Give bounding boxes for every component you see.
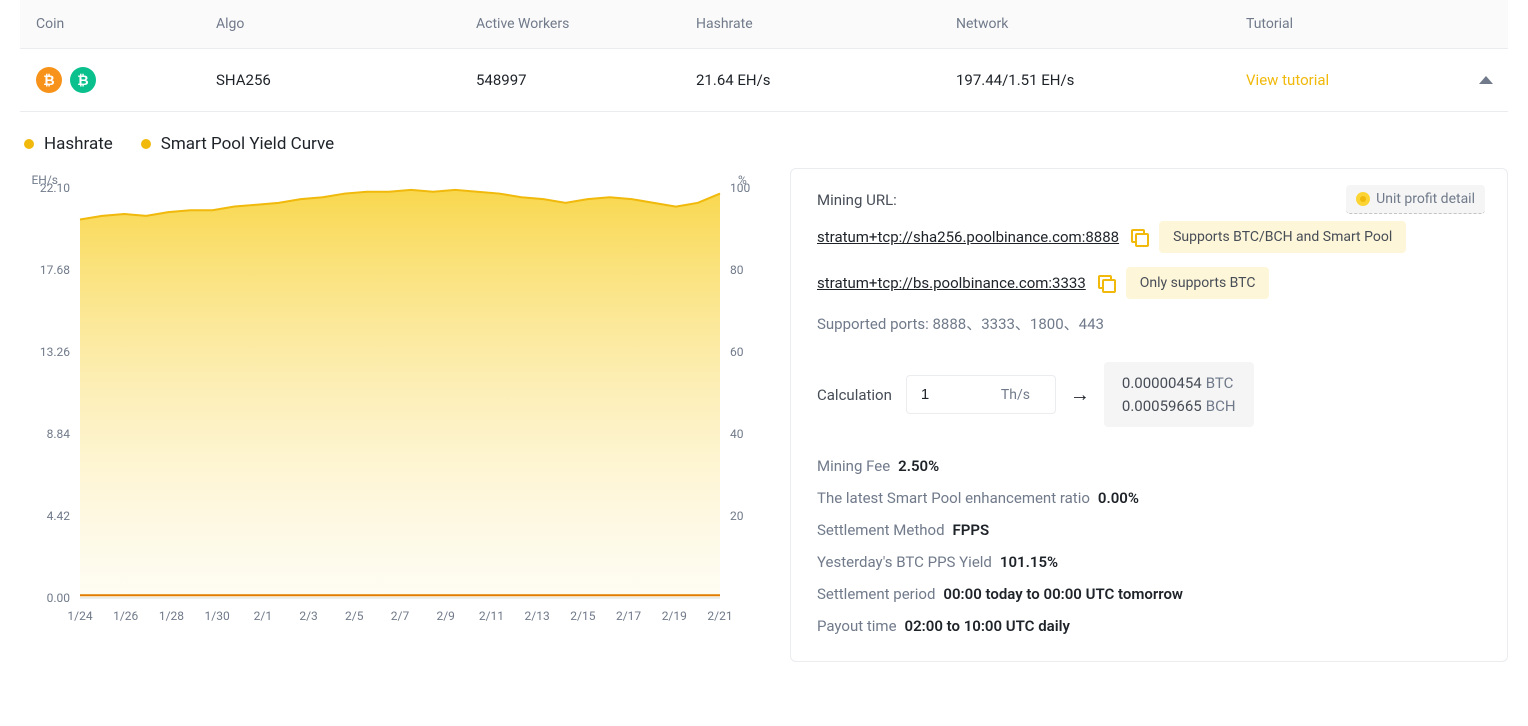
calc-bch-val: 0.00059665	[1122, 397, 1202, 415]
svg-text:2/9: 2/9	[436, 609, 454, 623]
calc-btc-val: 0.00000454	[1122, 374, 1202, 392]
view-tutorial-link[interactable]: View tutorial	[1246, 71, 1466, 89]
cell-hashrate: 21.64 EH/s	[696, 71, 956, 89]
legend-hashrate-dot-icon	[24, 139, 34, 149]
th-network: Network	[956, 16, 1246, 32]
kv-enh-val: 0.00%	[1098, 489, 1139, 507]
unit-profit-label: Unit profit detail	[1376, 191, 1475, 207]
unit-profit-detail-button[interactable]: Unit profit detail	[1346, 185, 1485, 214]
svg-text:20: 20	[730, 509, 744, 523]
stratum-url-0[interactable]: stratum+tcp://sha256.poolbinance.com:888…	[817, 228, 1119, 246]
kv-settle-period: Settlement period 00:00 today to 00:00 UT…	[817, 585, 1481, 603]
svg-text:2/5: 2/5	[345, 609, 364, 623]
svg-text:2/13: 2/13	[525, 609, 550, 623]
pool-details-panel: Unit profit detail Mining URL: stratum+t…	[790, 168, 1508, 662]
calc-btc-ccy: BTC	[1206, 374, 1234, 392]
svg-text:13.26: 13.26	[40, 345, 70, 359]
svg-text:2/15: 2/15	[570, 609, 595, 623]
url-pill-0: Supports BTC/BCH and Smart Pool	[1159, 221, 1406, 253]
th-coin: Coin	[36, 16, 216, 32]
svg-text:2/3: 2/3	[299, 609, 317, 623]
svg-text:2/21: 2/21	[707, 609, 732, 623]
cell-network: 197.44/1.51 EH/s	[956, 71, 1246, 89]
btc-icon: ₿	[36, 67, 62, 93]
cell-active-workers: 548997	[476, 71, 696, 89]
kv-pps-yield: Yesterday's BTC PPS Yield 101.15%	[817, 553, 1481, 571]
legend-smart-pool-label: Smart Pool Yield Curve	[161, 134, 334, 154]
svg-text:22.10: 22.10	[40, 181, 70, 195]
kv-settle-method: Settlement Method FPPS	[817, 521, 1481, 539]
calculation-unit: Th/s	[1001, 387, 1030, 403]
svg-text:60: 60	[730, 345, 744, 359]
cell-algo: SHA256	[216, 71, 476, 89]
kv-settle-period-val: 00:00 today to 00:00 UTC tomorrow	[943, 585, 1183, 603]
kv-settle-method-label: Settlement Method	[817, 521, 945, 539]
legend-hashrate-label: Hashrate	[44, 134, 113, 154]
chart-legend: Hashrate Smart Pool Yield Curve	[20, 112, 1508, 168]
svg-text:1/30: 1/30	[205, 609, 230, 623]
kv-settle-method-val: FPPS	[953, 521, 990, 539]
pool-table-row[interactable]: ₿ ₿ SHA256 548997 21.64 EH/s 197.44/1.51…	[20, 48, 1508, 112]
arrow-right-icon: →	[1070, 382, 1090, 407]
calculation-label: Calculation	[817, 386, 892, 404]
kv-mining-fee: Mining Fee 2.50%	[817, 457, 1481, 475]
legend-smart-pool-dot-icon	[141, 139, 151, 149]
calculation-input[interactable]	[921, 386, 991, 403]
mining-url-row-0: stratum+tcp://sha256.poolbinance.com:888…	[817, 221, 1481, 253]
svg-text:2/7: 2/7	[391, 609, 410, 623]
svg-text:17.68: 17.68	[40, 263, 70, 277]
svg-text:2/17: 2/17	[616, 609, 641, 623]
svg-text:0.00: 0.00	[47, 591, 71, 605]
svg-text:2/1: 2/1	[254, 609, 272, 623]
kv-payout-label: Payout time	[817, 617, 897, 635]
details-kv-list: Mining Fee 2.50% The latest Smart Pool en…	[817, 457, 1481, 635]
legend-hashrate: Hashrate	[24, 134, 113, 154]
kv-mining-fee-val: 2.50%	[898, 457, 939, 475]
coin-icons: ₿ ₿	[36, 67, 216, 93]
supported-ports-line: Supported ports: 8888、3333、1800、443	[817, 313, 1481, 334]
th-hashrate: Hashrate	[696, 16, 956, 32]
copy-icon[interactable]	[1098, 275, 1114, 291]
url-pill-1: Only supports BTC	[1126, 267, 1270, 299]
kv-mining-fee-label: Mining Fee	[817, 457, 890, 475]
calculation-input-wrap[interactable]: Th/s	[906, 375, 1056, 414]
kv-pps-yield-label: Yesterday's BTC PPS Yield	[817, 553, 992, 571]
th-tutorial: Tutorial	[1246, 16, 1466, 32]
svg-text:1/26: 1/26	[113, 609, 138, 623]
collapse-caret-icon[interactable]	[1479, 76, 1493, 84]
svg-text:2/11: 2/11	[479, 609, 504, 623]
svg-text:40: 40	[730, 427, 744, 441]
unit-profit-dot-icon	[1356, 192, 1370, 206]
svg-text:100: 100	[730, 181, 750, 195]
kv-enh-ratio: The latest Smart Pool enhancement ratio 0…	[817, 489, 1481, 507]
kv-pps-yield-val: 101.15%	[1000, 553, 1058, 571]
kv-payout: Payout time 02:00 to 10:00 UTC daily	[817, 617, 1481, 635]
mining-url-row-1: stratum+tcp://bs.poolbinance.com:3333 On…	[817, 267, 1481, 299]
pool-table-header: Coin Algo Active Workers Hashrate Networ…	[20, 0, 1508, 48]
svg-text:8.84: 8.84	[47, 427, 71, 441]
svg-text:4.42: 4.42	[47, 509, 71, 523]
calculation-row: Calculation Th/s → 0.00000454BTC 0.00059…	[817, 362, 1481, 427]
bch-icon: ₿	[70, 67, 96, 93]
th-active-workers: Active Workers	[476, 16, 696, 32]
stratum-url-1[interactable]: stratum+tcp://bs.poolbinance.com:3333	[817, 274, 1086, 292]
svg-text:1/28: 1/28	[159, 609, 184, 623]
svg-text:1/24: 1/24	[67, 609, 92, 623]
svg-text:80: 80	[730, 263, 744, 277]
kv-enh-label: The latest Smart Pool enhancement ratio	[817, 489, 1090, 507]
svg-text:2/19: 2/19	[662, 609, 687, 623]
copy-icon[interactable]	[1131, 229, 1147, 245]
legend-smart-pool: Smart Pool Yield Curve	[141, 134, 334, 154]
calculation-result: 0.00000454BTC 0.00059665BCH	[1104, 362, 1254, 427]
th-algo: Algo	[216, 16, 476, 32]
hashrate-chart: EH/s%0.004.428.8413.2617.6822.1020406080…	[20, 168, 760, 638]
kv-payout-val: 02:00 to 10:00 UTC daily	[905, 617, 1070, 635]
calc-bch-ccy: BCH	[1206, 397, 1236, 415]
kv-settle-period-label: Settlement period	[817, 585, 935, 603]
